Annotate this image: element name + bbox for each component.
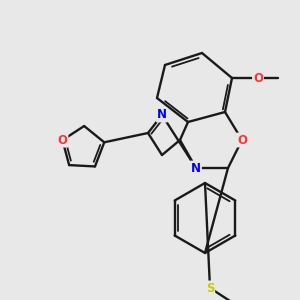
Text: O: O <box>253 71 263 85</box>
Text: O: O <box>237 134 247 146</box>
Text: N: N <box>157 109 167 122</box>
Text: S: S <box>206 281 214 295</box>
Text: N: N <box>191 161 201 175</box>
Text: O: O <box>58 134 68 147</box>
